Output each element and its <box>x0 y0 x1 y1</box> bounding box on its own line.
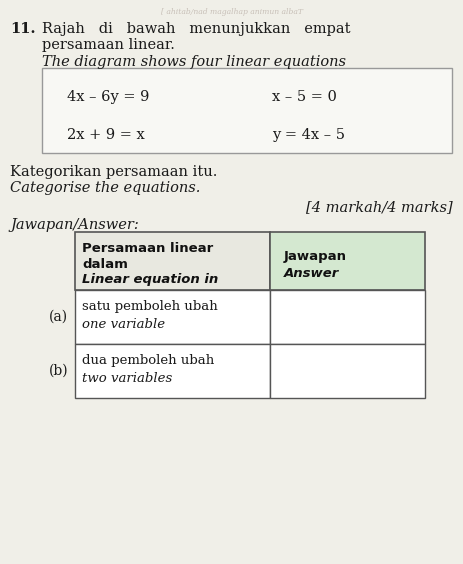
Text: [4 markah/4 marks]: [4 markah/4 marks] <box>306 200 453 214</box>
Text: [ ahitab/nad magalhap animun albaT: [ ahitab/nad magalhap animun albaT <box>161 8 303 16</box>
Text: Persamaan linear: Persamaan linear <box>82 242 213 255</box>
Text: (a): (a) <box>49 310 68 324</box>
Text: persamaan linear.: persamaan linear. <box>42 38 175 52</box>
FancyBboxPatch shape <box>270 232 425 290</box>
Text: two variables: two variables <box>82 372 172 385</box>
Text: 11.: 11. <box>10 22 36 36</box>
Text: Jawapan/Answer:: Jawapan/Answer: <box>10 218 139 232</box>
FancyBboxPatch shape <box>75 232 270 290</box>
Text: dua pemboleh ubah: dua pemboleh ubah <box>82 354 214 367</box>
Text: Rajah   di   bawah   menunjukkan   empat: Rajah di bawah menunjukkan empat <box>42 22 350 36</box>
FancyBboxPatch shape <box>75 290 270 344</box>
Text: dalam: dalam <box>82 258 128 271</box>
FancyBboxPatch shape <box>270 290 425 344</box>
Text: Kategorikan persamaan itu.: Kategorikan persamaan itu. <box>10 165 217 179</box>
FancyBboxPatch shape <box>42 68 452 153</box>
Text: y = 4x – 5: y = 4x – 5 <box>272 128 345 142</box>
Text: Linear equation in: Linear equation in <box>82 273 218 286</box>
Text: one variable: one variable <box>82 318 165 331</box>
Text: 2x + 9 = x: 2x + 9 = x <box>67 128 145 142</box>
Text: 4x – 6y = 9: 4x – 6y = 9 <box>67 90 150 104</box>
FancyBboxPatch shape <box>270 344 425 398</box>
Text: Answer: Answer <box>284 267 339 280</box>
Text: Jawapan: Jawapan <box>284 250 347 263</box>
Text: The diagram shows four linear equations: The diagram shows four linear equations <box>42 55 346 69</box>
FancyBboxPatch shape <box>75 344 270 398</box>
Text: (b): (b) <box>49 364 69 378</box>
Text: x – 5 = 0: x – 5 = 0 <box>272 90 337 104</box>
Text: satu pemboleh ubah: satu pemboleh ubah <box>82 300 218 313</box>
Text: Categorise the equations.: Categorise the equations. <box>10 181 200 195</box>
